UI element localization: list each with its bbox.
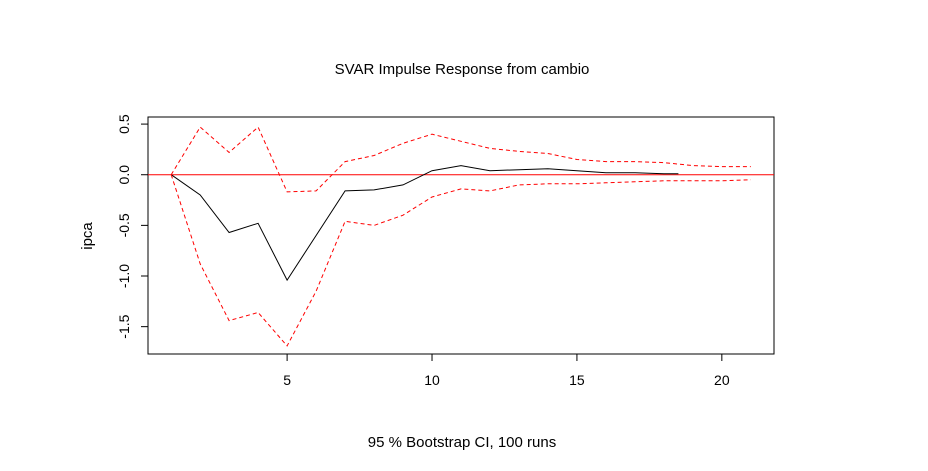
y-axis: -1.5 -1.0 -0.5 0.0 0.5 — [116, 114, 149, 339]
x-tick-label: 5 — [283, 372, 291, 388]
y-tick-label: 0.5 — [116, 114, 132, 134]
y-tick-label: -0.5 — [116, 213, 132, 237]
upper-ci-line — [170, 126, 751, 193]
lower-ci-line — [170, 174, 751, 347]
series-lines — [148, 126, 774, 347]
x-axis-label: 95 % Bootstrap CI, 100 runs — [368, 434, 556, 451]
y-tick-label: 0.0 — [116, 165, 132, 185]
plot-frame — [147, 116, 775, 355]
x-tick-label: 10 — [424, 372, 440, 388]
y-tick-label: -1.0 — [116, 264, 132, 288]
chart-title: SVAR Impulse Response from cambio — [335, 61, 590, 78]
y-tick-label: -1.5 — [116, 314, 132, 338]
x-axis: 5 10 15 20 — [283, 353, 730, 388]
x-tick-label: 20 — [714, 372, 730, 388]
x-tick-label: 15 — [569, 372, 585, 388]
y-axis-label: ipca — [79, 222, 96, 250]
response-line — [170, 165, 679, 282]
